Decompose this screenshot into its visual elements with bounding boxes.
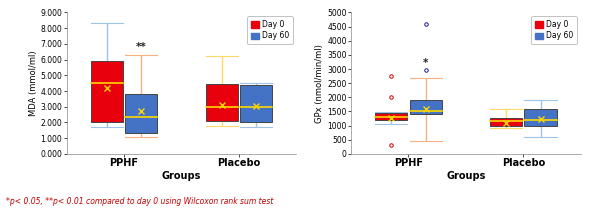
Bar [206, 84, 238, 121]
Y-axis label: GPx (nmol/min/ml): GPx (nmol/min/ml) [315, 44, 324, 123]
Y-axis label: MDA (mmol/ml): MDA (mmol/ml) [28, 50, 38, 116]
Legend: Day 0, Day 60: Day 0, Day 60 [247, 16, 293, 44]
X-axis label: Groups: Groups [446, 171, 486, 181]
Bar [525, 109, 557, 126]
Bar [125, 94, 157, 134]
Bar [240, 85, 272, 123]
Text: *: * [423, 58, 428, 68]
Text: **: ** [136, 42, 146, 52]
Bar [410, 100, 442, 114]
Bar [490, 118, 522, 126]
Legend: Day 0, Day 60: Day 0, Day 60 [531, 16, 577, 44]
Bar [91, 61, 123, 123]
Bar [375, 114, 407, 120]
Text: *p< 0.05, **p< 0.01 compared to day 0 using Wilcoxon rank sum test: *p< 0.05, **p< 0.01 compared to day 0 us… [6, 197, 273, 206]
X-axis label: Groups: Groups [162, 171, 201, 181]
